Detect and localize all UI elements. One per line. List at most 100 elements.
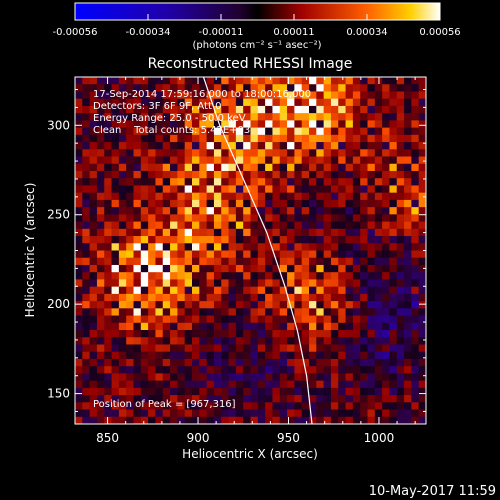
heatmap-cell — [360, 127, 368, 136]
heatmap-cell — [352, 236, 361, 244]
heatmap-cell — [345, 84, 354, 92]
heatmap-cell — [287, 163, 295, 172]
heatmap-cell — [126, 337, 134, 345]
heatmap-cell — [133, 416, 142, 424]
heatmap-cell — [309, 105, 317, 114]
heatmap-cell — [374, 178, 383, 186]
heatmap-cell — [104, 301, 112, 309]
heatmap-cell — [396, 192, 405, 201]
heatmap-cell — [367, 301, 376, 309]
heatmap-cell — [279, 250, 288, 259]
heatmap-cell — [126, 228, 134, 237]
heatmap-cell — [155, 170, 164, 179]
heatmap-cell — [418, 330, 426, 338]
heatmap-cell — [118, 250, 127, 259]
heatmap-cell — [287, 149, 295, 157]
heatmap-cell — [75, 330, 83, 338]
heatmap-cell — [104, 373, 112, 382]
heatmap-cell — [367, 402, 376, 410]
heatmap-cell — [411, 344, 420, 353]
heatmap-cell — [177, 308, 186, 316]
heatmap-cell — [367, 134, 376, 143]
heatmap-cell — [396, 279, 405, 288]
heatmap-cell — [192, 395, 200, 403]
heatmap-cell — [389, 301, 398, 309]
heatmap-cell — [382, 344, 390, 353]
heatmap-cell — [133, 264, 142, 273]
heatmap-cell — [228, 214, 237, 222]
heatmap-cell — [82, 409, 91, 418]
heatmap-cell — [111, 387, 120, 396]
heatmap-cell — [184, 156, 193, 165]
heatmap-cell — [184, 170, 193, 179]
heatmap-cell — [279, 264, 288, 273]
heatmap-cell — [345, 416, 354, 424]
heatmap-cell — [162, 402, 171, 410]
heatmap-cell — [75, 192, 83, 201]
heatmap-cell — [206, 243, 215, 251]
heatmap-cell — [118, 301, 127, 309]
heatmap-cell — [243, 366, 251, 374]
heatmap-cell — [396, 351, 405, 360]
heatmap-cell — [287, 228, 295, 237]
heatmap-cell — [411, 387, 420, 396]
heatmap-cell — [177, 98, 186, 107]
heatmap-cell — [140, 402, 149, 410]
heatmap-cell — [75, 351, 83, 360]
heatmap-cell — [367, 149, 376, 157]
heatmap-cell — [89, 156, 98, 165]
heatmap-cell — [389, 264, 398, 273]
heatmap-cell — [257, 221, 266, 230]
heatmap-cell — [338, 315, 346, 324]
heatmap-cell — [382, 315, 390, 324]
heatmap-cell — [104, 402, 112, 410]
heatmap-cell — [235, 315, 244, 324]
heatmap-cell — [294, 387, 303, 396]
heatmap-cell — [323, 366, 332, 374]
heatmap-cell — [75, 358, 83, 367]
heatmap-cell — [323, 134, 332, 143]
heatmap-cell — [323, 178, 332, 186]
heatmap-cell — [148, 301, 156, 309]
heatmap-cell — [330, 308, 339, 316]
heatmap-cell — [118, 257, 127, 266]
heatmap-cell — [411, 84, 420, 92]
heatmap-cell — [148, 207, 156, 215]
heatmap-cell — [155, 380, 164, 389]
heatmap-cell — [374, 91, 383, 100]
heatmap-cell — [338, 344, 346, 353]
heatmap-cell — [126, 358, 134, 367]
heatmap-cell — [82, 264, 91, 273]
heatmap-cell — [272, 272, 281, 280]
heatmap-cell — [162, 192, 171, 201]
heatmap-cell — [411, 366, 420, 374]
heatmap-cell — [148, 308, 156, 316]
heatmap-cell — [265, 257, 273, 266]
heatmap-cell — [367, 272, 376, 280]
heatmap-cell — [309, 344, 317, 353]
heatmap-cell — [104, 228, 112, 237]
heatmap-cell — [338, 279, 346, 288]
heatmap-cell — [133, 337, 142, 345]
heatmap-cell — [330, 185, 339, 194]
heatmap-cell — [111, 243, 120, 251]
heatmap-cell — [338, 91, 346, 100]
heatmap-cell — [345, 134, 354, 143]
heatmap-cell — [330, 207, 339, 215]
heatmap-cell — [104, 337, 112, 345]
heatmap-cell — [170, 366, 178, 374]
heatmap-cell — [155, 199, 164, 208]
heatmap-cell — [301, 236, 310, 244]
heatmap-cell — [228, 134, 237, 143]
heatmap-cell — [257, 250, 266, 259]
heatmap-cell — [177, 192, 186, 201]
heatmap-cell — [104, 272, 112, 280]
heatmap-cell — [235, 134, 244, 143]
heatmap-cell — [352, 221, 361, 230]
heatmap-cell — [316, 207, 325, 215]
heatmap-cell — [374, 293, 383, 302]
heatmap-cell — [133, 257, 142, 266]
heatmap-cell — [206, 358, 215, 367]
heatmap-cell — [330, 113, 339, 121]
